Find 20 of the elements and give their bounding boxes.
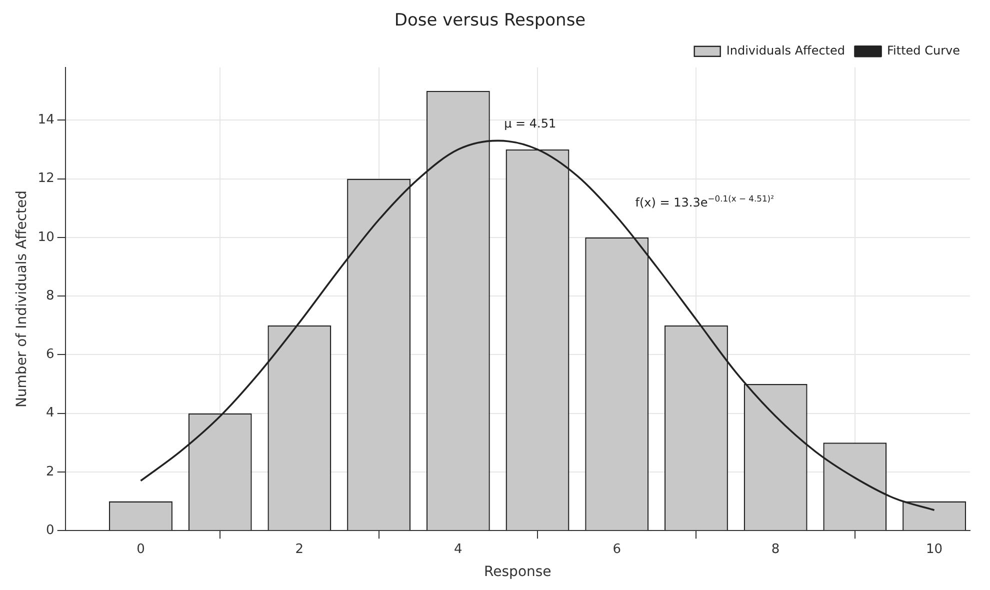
y-tick-label: 14 bbox=[38, 112, 54, 128]
y-tick-label: 12 bbox=[38, 171, 54, 186]
annotation: μ = 4.51 bbox=[504, 116, 556, 131]
chart-title: Dose versus Response bbox=[394, 10, 586, 31]
y-tick-label: 6 bbox=[46, 347, 54, 362]
x-axis-title: Response bbox=[484, 564, 552, 580]
y-tick-label: 10 bbox=[38, 230, 54, 245]
x-tick-label: 2 bbox=[295, 542, 304, 557]
legend-label: Fitted Curve bbox=[887, 44, 960, 58]
x-tick-label: 10 bbox=[926, 542, 943, 557]
x-tick-label: 6 bbox=[612, 542, 622, 557]
x-tick-label: 4 bbox=[454, 542, 462, 557]
y-tick-label: 0 bbox=[46, 522, 54, 538]
y-axis-title: Number of Individuals Affected bbox=[14, 190, 30, 408]
x-tick-label: 8 bbox=[771, 542, 780, 557]
x-tick-label: 0 bbox=[136, 542, 145, 557]
y-tick-label: 4 bbox=[46, 406, 54, 421]
y-tick-label: 2 bbox=[46, 464, 54, 480]
y-tick-label: 8 bbox=[46, 288, 54, 304]
legend-label: Individuals Affected bbox=[726, 44, 846, 58]
